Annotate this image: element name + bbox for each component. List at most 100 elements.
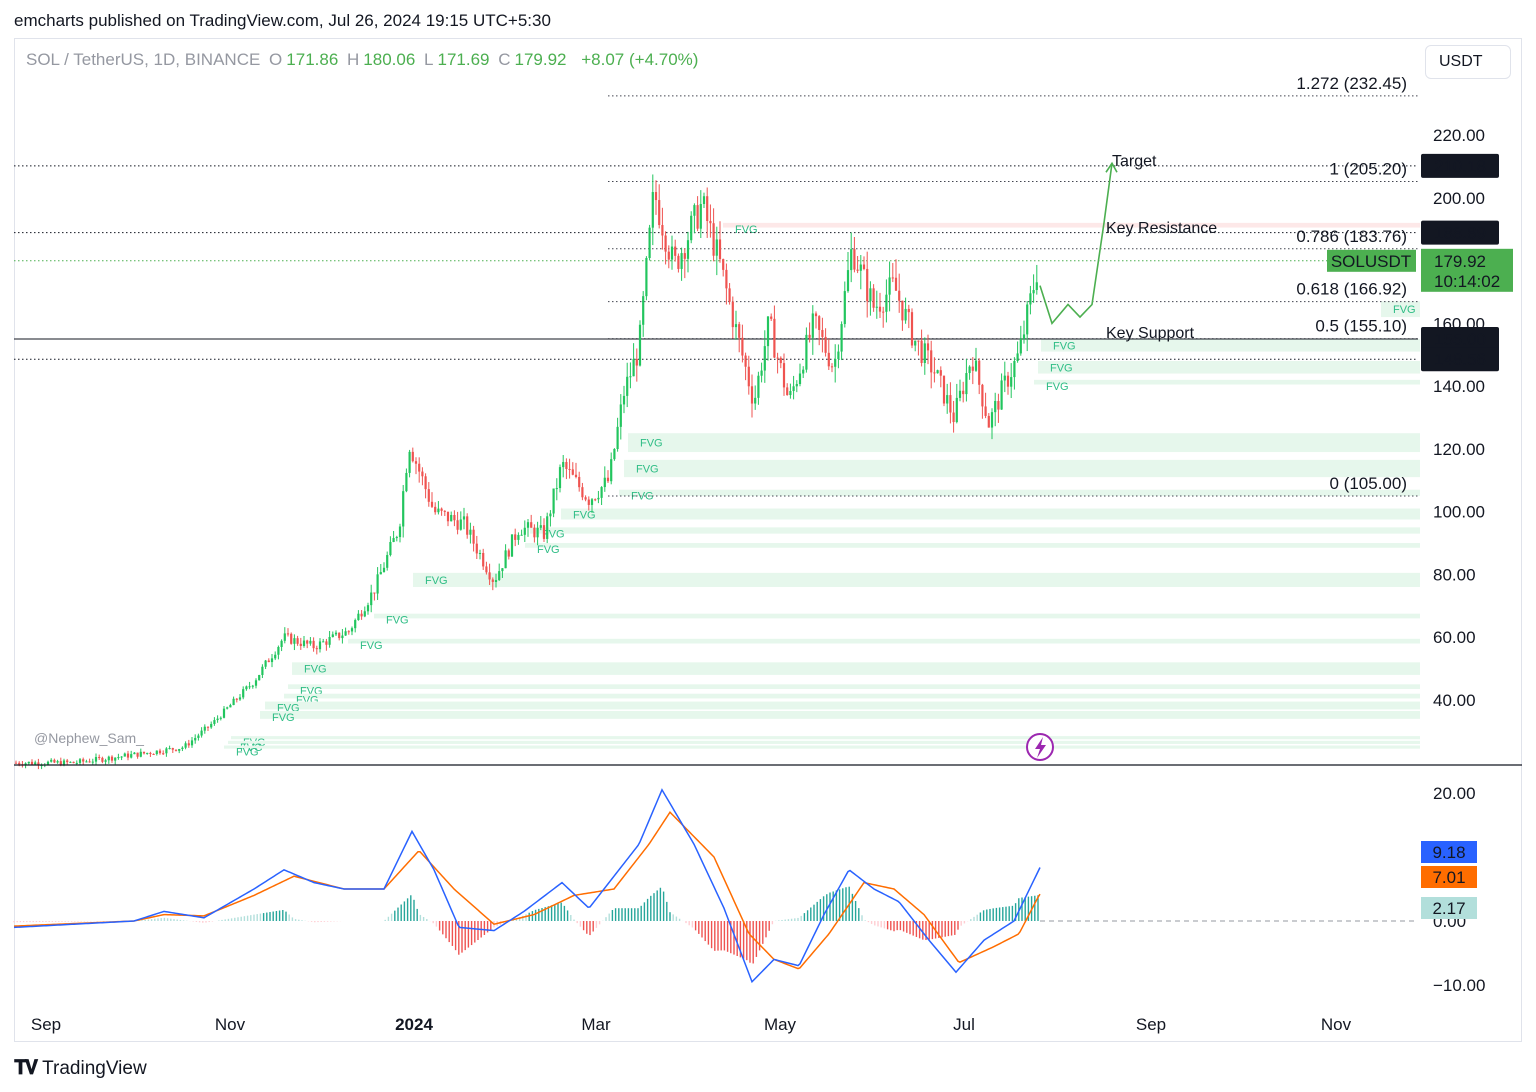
fvg-zone (723, 222, 1420, 228)
candle-body (590, 499, 594, 505)
fvg-label: FVG (1393, 304, 1416, 316)
symbol-label[interactable]: SOL / TetherUS, 1D, BINANCE (26, 50, 261, 69)
fib-label: 1.272 (232.45) (1296, 74, 1407, 93)
fib-label: 0.786 (183.76) (1296, 227, 1407, 246)
candle-body (542, 525, 546, 539)
candle-body (830, 366, 834, 368)
candle-body (702, 196, 706, 205)
high-label: H (347, 50, 360, 69)
candle-body (770, 316, 773, 319)
price-tick: 140.00 (1433, 377, 1485, 396)
candle-body (776, 357, 779, 359)
price-countdown: 10:14:02 (1434, 272, 1500, 291)
close-label: C (498, 50, 511, 69)
candle-body (795, 383, 798, 387)
candle-body (798, 373, 802, 384)
candle-body (507, 550, 510, 557)
candle-body (446, 511, 450, 522)
candle-body (738, 324, 741, 338)
low-value: 171.69 (437, 50, 490, 69)
candle-body (59, 761, 62, 766)
candle-body (539, 525, 542, 528)
candle-body (514, 534, 517, 540)
price-tick: 160.00 (1433, 314, 1485, 333)
macd-value-tag (1421, 866, 1477, 888)
time-tick: Sep (31, 1015, 61, 1034)
candle-body (309, 640, 312, 644)
fvg-zone (265, 701, 1420, 710)
candle-body (917, 340, 920, 342)
candle-body (437, 508, 440, 513)
candle-body (117, 757, 120, 759)
change-value: +8.07 (+4.70%) (581, 50, 699, 69)
candle-body (264, 660, 267, 667)
candle-body (18, 762, 21, 765)
fvg-zones: FVG FVG FVG FVG FVG FVG FVG FVG FVG FVG FVG FVG FVG F… (224, 222, 1420, 759)
candle-body (821, 329, 824, 337)
candle-body (386, 555, 389, 568)
candle-body (1016, 353, 1019, 362)
candle-body (651, 192, 654, 228)
candle-body (558, 467, 562, 489)
candle-body (485, 566, 488, 573)
candle-body (34, 762, 37, 765)
candle-body (664, 235, 667, 252)
tradingview-logo[interactable]: 𝐓𝐕 TradingView (14, 1057, 147, 1080)
key-level-value: 210.18 (1434, 157, 1486, 176)
candle-body (296, 638, 299, 644)
candle-body (450, 515, 453, 522)
candle-body (1035, 282, 1038, 291)
fvg-label: FVG (360, 640, 383, 652)
candle-body (805, 334, 808, 370)
fvg-label: FVG (542, 528, 565, 540)
candle-body (66, 760, 69, 763)
candle-body (158, 750, 162, 754)
candle-body (862, 264, 866, 269)
candle-body (482, 552, 485, 567)
candle-body (728, 288, 731, 302)
key-level-value: 188.89 (1434, 224, 1486, 243)
candle-body (360, 613, 363, 617)
candle-body (85, 761, 88, 763)
candle-body (280, 640, 283, 647)
candle-body (373, 592, 376, 594)
candle-body (949, 395, 952, 413)
candle-body (286, 633, 290, 635)
candle-body (110, 756, 114, 761)
candle-body (206, 726, 210, 728)
candle-body (987, 415, 990, 428)
macd-value: 7.01 (1432, 868, 1465, 887)
candle-body (629, 376, 632, 378)
candle-body (674, 246, 677, 256)
fib-label: 1 (205.20) (1330, 159, 1408, 178)
candle-body (379, 572, 382, 575)
candle-body (107, 756, 110, 761)
fib-label: 0.618 (166.92) (1296, 280, 1407, 299)
candle-body (699, 204, 702, 229)
key-level-tag (1421, 347, 1499, 372)
candle-body (440, 508, 443, 511)
candle-body (126, 753, 130, 758)
candle-body (722, 259, 725, 270)
currency-button[interactable]: USDT (1425, 45, 1511, 79)
candle-body (200, 730, 203, 736)
candle-body (181, 747, 184, 750)
projection-arrowhead (1105, 161, 1118, 173)
candle-body (370, 592, 373, 606)
fvg-label: FVG (537, 544, 560, 556)
candle-body (504, 550, 507, 569)
candle-body (366, 605, 370, 612)
candle-body (1010, 377, 1013, 387)
candle-body (923, 343, 926, 363)
candle-body (235, 698, 238, 700)
candle-body (453, 515, 456, 521)
open-value: 171.86 (286, 50, 339, 69)
candle-body (491, 579, 494, 582)
current-price-tag (1421, 248, 1513, 292)
candle-body (530, 522, 533, 528)
candle-body (744, 355, 747, 367)
candle-body (376, 574, 379, 594)
candle-body (411, 451, 414, 462)
candle-body (677, 255, 680, 269)
